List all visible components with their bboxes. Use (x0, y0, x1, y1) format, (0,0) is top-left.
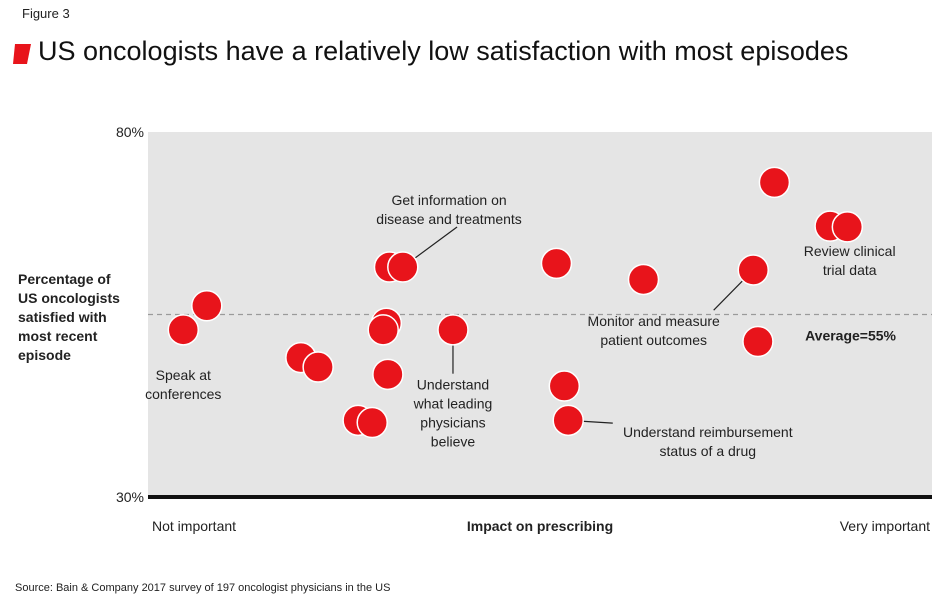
data-point[interactable] (437, 314, 469, 346)
data-point[interactable] (356, 406, 388, 439)
annotation-get-information: Get information on (391, 192, 506, 208)
annotation-patient-outcomes: patient outcomes (600, 332, 707, 348)
annotation-clinical-trial: Review clinical (804, 243, 896, 259)
data-point[interactable] (552, 404, 584, 437)
page-title: US oncologists have a relatively low sat… (38, 36, 849, 66)
average-label: Average=55% (805, 328, 896, 344)
annotation-understand-leaders: physicians (420, 415, 485, 431)
annotation-speak-at-conferences: Speak at (156, 367, 211, 383)
data-point[interactable] (167, 314, 200, 346)
annotation-patient-outcomes: Monitor and measure (588, 313, 721, 329)
annotation-understand-leaders: what leading (413, 396, 493, 412)
y-axis-label: most recent (18, 328, 98, 344)
annotation-understand-leaders: Understand (417, 377, 489, 393)
figure-label: Figure 3 (22, 6, 70, 21)
source-note: Source: Bain & Company 2017 survey of 19… (15, 582, 391, 594)
data-point[interactable] (548, 370, 581, 402)
annotation-speak-at-conferences: conferences (145, 386, 221, 402)
data-point[interactable] (737, 254, 769, 286)
data-point[interactable] (742, 325, 774, 358)
scatter-chart: 80% 30% Average=55% Speak at conferences Get … (18, 124, 932, 534)
data-point[interactable] (627, 263, 660, 296)
y-tick-label-top: 80% (116, 124, 144, 140)
annotation-reimbursement: Understand reimbursement (623, 424, 793, 440)
annotation-clinical-trial: trial data (823, 262, 877, 278)
y-axis-label: Percentage of (18, 271, 111, 287)
data-point[interactable] (831, 211, 864, 243)
annotation-reimbursement: status of a drug (660, 443, 757, 459)
data-point[interactable] (191, 289, 223, 322)
title-accent-mark (13, 44, 31, 64)
x-tick-label-right: Very important (840, 518, 930, 534)
data-point[interactable] (367, 314, 399, 346)
data-point[interactable] (302, 351, 334, 383)
y-axis-label: US oncologists (18, 290, 120, 306)
annotation-understand-leaders: believe (431, 434, 476, 450)
y-axis-label: episode (18, 347, 71, 363)
y-tick-label-bottom: 30% (116, 489, 144, 505)
x-tick-label-left: Not important (152, 518, 236, 534)
annotation-get-information: disease and treatments (376, 211, 522, 227)
data-point[interactable] (758, 166, 791, 199)
x-axis-label: Impact on prescribing (467, 518, 613, 534)
y-axis-label: satisfied with (18, 309, 107, 325)
data-point[interactable] (372, 358, 404, 391)
data-point[interactable] (540, 247, 573, 280)
data-point[interactable] (387, 251, 419, 283)
